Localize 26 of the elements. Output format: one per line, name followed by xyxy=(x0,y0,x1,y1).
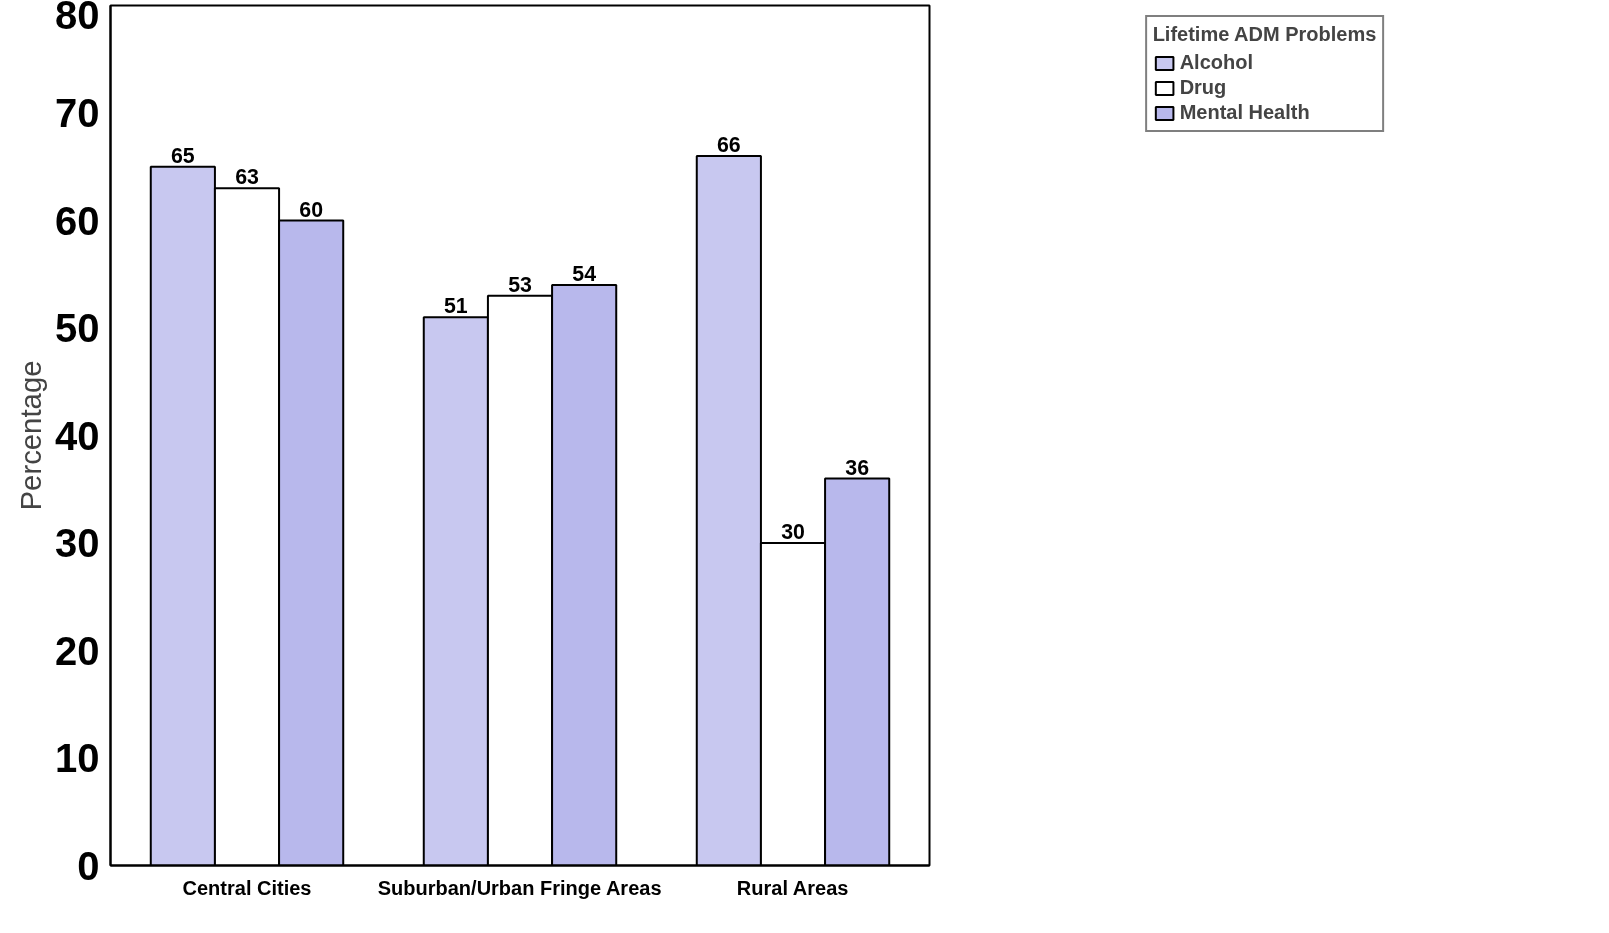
data-label: 51 xyxy=(443,294,468,319)
data-label: 36 xyxy=(845,455,870,480)
data-label: 63 xyxy=(235,165,259,190)
legend-label: Mental Health xyxy=(1179,101,1310,124)
x-tick-label: Rural Areas xyxy=(736,876,849,899)
legend-label: Alcohol xyxy=(1179,51,1253,74)
data-label: 60 xyxy=(299,197,324,222)
y-tick-label: 40 xyxy=(55,413,100,458)
y-tick-label: 50 xyxy=(55,306,100,350)
data-label: 66 xyxy=(716,133,741,157)
legend-label: Drug xyxy=(1179,76,1227,99)
y-tick-label: 20 xyxy=(55,628,100,673)
y-tick-label: 80 xyxy=(55,0,100,37)
data-label: 65 xyxy=(170,143,195,168)
y-tick-label: 60 xyxy=(55,198,100,243)
data-label: 30 xyxy=(781,520,805,544)
data-label: 54 xyxy=(572,262,597,286)
x-tick-label: Suburban/Urban Fringe Areas xyxy=(377,876,662,899)
y-tick-label: 70 xyxy=(55,91,100,135)
y-tick-label: 0 xyxy=(77,843,100,888)
y-tick-label: 10 xyxy=(55,736,100,780)
legend-title: Lifetime ADM Problems xyxy=(1152,23,1377,46)
x-tick-label: Central Cities xyxy=(182,876,312,899)
y-axis-title: Percentage xyxy=(14,360,48,511)
y-tick-label: 30 xyxy=(55,521,100,565)
data-label: 53 xyxy=(508,272,532,297)
